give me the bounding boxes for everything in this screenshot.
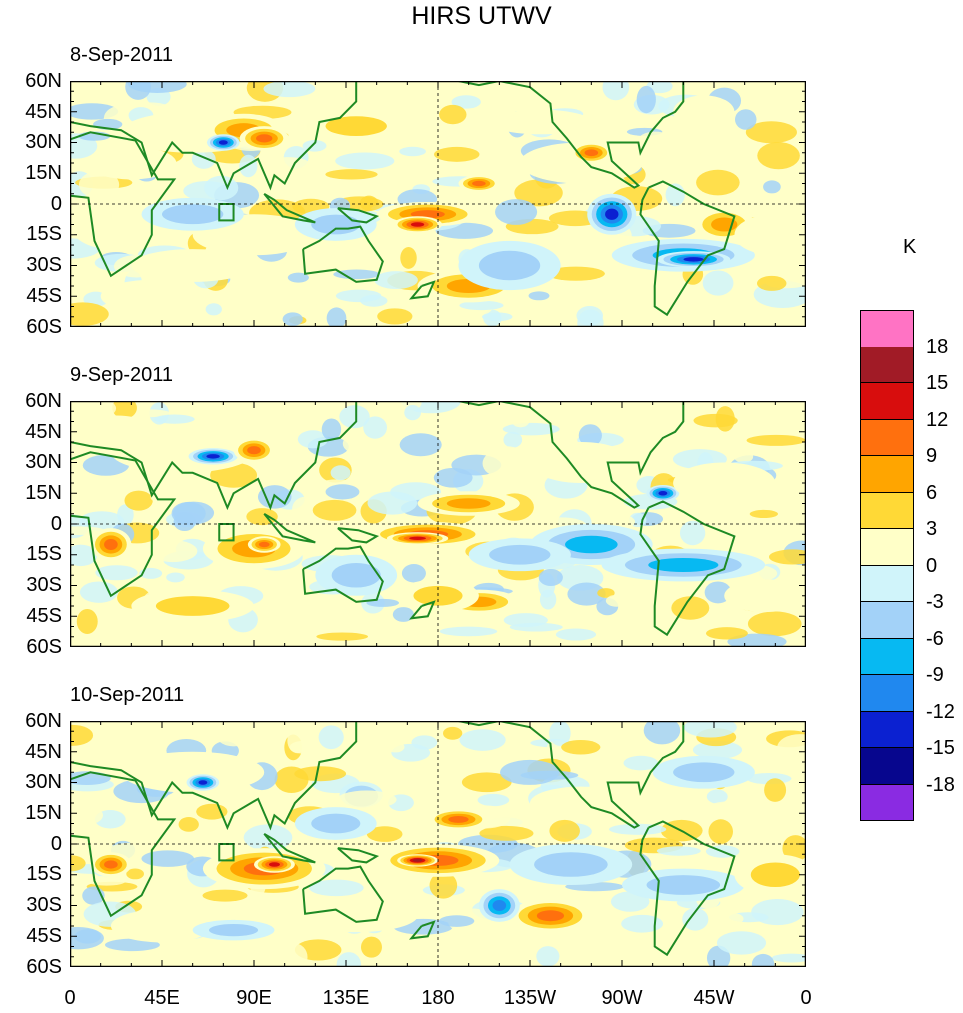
y-tick-label: 15N	[25, 482, 62, 504]
colorbar-label: 18	[926, 336, 949, 358]
y-tick-label: 15S	[26, 863, 62, 885]
x-tick-label: 180	[421, 987, 455, 1009]
y-tick-label: 0	[50, 513, 62, 535]
colorbar-label: -3	[926, 591, 944, 613]
y-tick-label: 30S	[26, 254, 62, 276]
map-panel-1	[70, 81, 806, 327]
colorbar-label: 3	[926, 518, 938, 540]
x-tick-label: 45W	[693, 987, 735, 1009]
map-field-1	[70, 81, 806, 327]
y-tick-label: 15S	[26, 543, 62, 565]
y-tick-label: 45S	[26, 285, 62, 307]
y-tick-label: 60N	[25, 70, 62, 92]
y-tick-label: 45N	[25, 741, 62, 763]
y-tick-label: 15N	[25, 802, 62, 824]
x-tick-label: 0	[800, 987, 812, 1009]
y-tick-label: 60S	[26, 316, 62, 338]
y-tick-label: 0	[50, 833, 62, 855]
colorbar-label: -12	[926, 701, 955, 723]
panel-date-1: 8-Sep-2011	[70, 44, 174, 66]
y-tick-label: 30S	[26, 574, 62, 596]
colorbar-swatch	[860, 638, 914, 676]
colorbar-label: 6	[926, 482, 938, 504]
map-field-2	[70, 401, 806, 647]
colorbar-swatch	[860, 383, 914, 420]
y-tick-label: 45S	[26, 925, 62, 947]
colorbar-label: 15	[926, 372, 949, 394]
panel-date-3: 10-Sep-2011	[70, 684, 185, 706]
y-tick-label: 45S	[26, 605, 62, 627]
colorbar-swatch	[860, 748, 914, 785]
y-tick-label: 0	[50, 193, 62, 215]
chart-title: HIRS UTWV	[411, 2, 552, 30]
x-tick-label: 0	[64, 987, 76, 1009]
x-tick-label: 135W	[503, 987, 557, 1009]
colorbar-swatch	[860, 675, 914, 712]
colorbar-swatch	[860, 310, 914, 348]
panel-date-2: 9-Sep-2011	[70, 364, 174, 386]
colorbar-label: -18	[926, 774, 955, 796]
y-tick-label: 30N	[25, 451, 62, 473]
y-tick-label: 30N	[25, 771, 62, 793]
y-tick-label: 60N	[25, 710, 62, 732]
colorbar-label: -9	[926, 664, 944, 686]
colorbar-swatch	[860, 492, 914, 530]
colorbar-label: 0	[926, 555, 938, 577]
x-tick-label: 135E	[322, 987, 370, 1009]
colorbar-label: 9	[926, 445, 938, 467]
y-tick-label: 15S	[26, 223, 62, 245]
colorbar-swatch	[860, 529, 914, 566]
y-tick-label: 45N	[25, 101, 62, 123]
colorbar-label: 12	[926, 409, 949, 431]
colorbar-swatch	[860, 456, 914, 493]
colorbar-label: -6	[926, 628, 944, 650]
x-tick-label: 45E	[144, 987, 180, 1009]
y-tick-label: 15N	[25, 162, 62, 184]
map-field-3	[70, 721, 806, 967]
y-tick-label: 60N	[25, 390, 62, 412]
y-tick-label: 30N	[25, 131, 62, 153]
colorbar-swatch	[860, 711, 914, 749]
x-tick-label: 90W	[601, 987, 643, 1009]
y-tick-label: 60S	[26, 956, 62, 978]
colorbar-swatch	[860, 346, 914, 384]
colorbar-swatch	[860, 565, 914, 603]
x-tick-label: 90E	[236, 987, 272, 1009]
colorbar-swatch	[860, 419, 914, 457]
map-panel-3	[70, 721, 806, 967]
colorbar-swatch	[860, 784, 914, 822]
y-tick-label: 60S	[26, 636, 62, 658]
colorbar-label: -15	[926, 737, 955, 759]
colorbar	[860, 310, 914, 822]
colorbar-units: K	[903, 236, 917, 258]
y-tick-label: 30S	[26, 894, 62, 916]
colorbar-swatch	[860, 602, 914, 639]
map-panel-2	[70, 401, 806, 647]
y-tick-label: 45N	[25, 421, 62, 443]
